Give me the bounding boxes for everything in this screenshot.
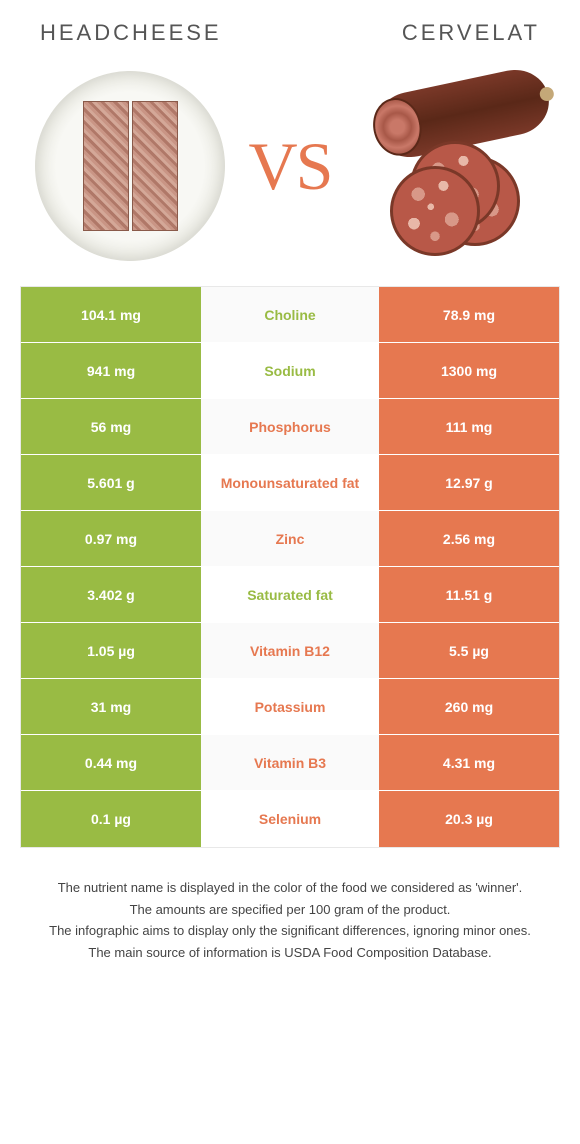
nutrient-name: Vitamin B12 <box>201 623 379 678</box>
table-row: 0.97 mgZinc2.56 mg <box>21 511 559 567</box>
right-value: 2.56 mg <box>379 511 559 566</box>
right-value: 11.51 g <box>379 567 559 622</box>
left-value: 1.05 µg <box>21 623 201 678</box>
nutrient-name: Selenium <box>201 791 379 847</box>
left-value: 941 mg <box>21 343 201 398</box>
plate-icon <box>35 71 225 261</box>
vs-badge: VS <box>249 127 332 206</box>
table-row: 1.05 µgVitamin B125.5 µg <box>21 623 559 679</box>
footer-notes: The nutrient name is displayed in the co… <box>0 848 580 984</box>
headcheese-slices-icon <box>83 101 178 231</box>
left-value: 56 mg <box>21 399 201 454</box>
footer-line: The main source of information is USDA F… <box>30 943 550 963</box>
table-row: 31 mgPotassium260 mg <box>21 679 559 735</box>
table-row: 0.1 µgSelenium20.3 µg <box>21 791 559 847</box>
footer-line: The nutrient name is displayed in the co… <box>30 878 550 898</box>
nutrient-name: Choline <box>201 287 379 342</box>
right-value: 12.97 g <box>379 455 559 510</box>
cervelat-image <box>350 66 550 266</box>
nutrient-name: Potassium <box>201 679 379 734</box>
right-value: 20.3 µg <box>379 791 559 847</box>
left-value: 31 mg <box>21 679 201 734</box>
right-value: 260 mg <box>379 679 559 734</box>
left-value: 5.601 g <box>21 455 201 510</box>
left-value: 0.44 mg <box>21 735 201 790</box>
left-value: 3.402 g <box>21 567 201 622</box>
table-row: 5.601 gMonounsaturated fat12.97 g <box>21 455 559 511</box>
nutrient-name: Sodium <box>201 343 379 398</box>
nutrient-name: Phosphorus <box>201 399 379 454</box>
left-value: 0.97 mg <box>21 511 201 566</box>
images-row: VS <box>0 56 580 286</box>
right-value: 4.31 mg <box>379 735 559 790</box>
right-value: 111 mg <box>379 399 559 454</box>
nutrient-name: Monounsaturated fat <box>201 455 379 510</box>
footer-line: The amounts are specified per 100 gram o… <box>30 900 550 920</box>
nutrient-table: 104.1 mgCholine78.9 mg941 mgSodium1300 m… <box>20 286 560 848</box>
header-row: HEADCHEESE CERVELAT <box>0 0 580 56</box>
left-value: 104.1 mg <box>21 287 201 342</box>
nutrient-name: Zinc <box>201 511 379 566</box>
right-value: 5.5 µg <box>379 623 559 678</box>
right-value: 78.9 mg <box>379 287 559 342</box>
right-food-title: CERVELAT <box>402 20 540 46</box>
nutrient-name: Vitamin B3 <box>201 735 379 790</box>
right-value: 1300 mg <box>379 343 559 398</box>
table-row: 0.44 mgVitamin B34.31 mg <box>21 735 559 791</box>
left-value: 0.1 µg <box>21 791 201 847</box>
footer-line: The infographic aims to display only the… <box>30 921 550 941</box>
left-food-title: HEADCHEESE <box>40 20 222 46</box>
nutrient-name: Saturated fat <box>201 567 379 622</box>
table-row: 104.1 mgCholine78.9 mg <box>21 287 559 343</box>
table-row: 3.402 gSaturated fat11.51 g <box>21 567 559 623</box>
cervelat-icon <box>350 76 550 256</box>
headcheese-image <box>30 66 230 266</box>
infographic-container: HEADCHEESE CERVELAT VS 104.1 mg <box>0 0 580 984</box>
table-row: 56 mgPhosphorus111 mg <box>21 399 559 455</box>
table-row: 941 mgSodium1300 mg <box>21 343 559 399</box>
